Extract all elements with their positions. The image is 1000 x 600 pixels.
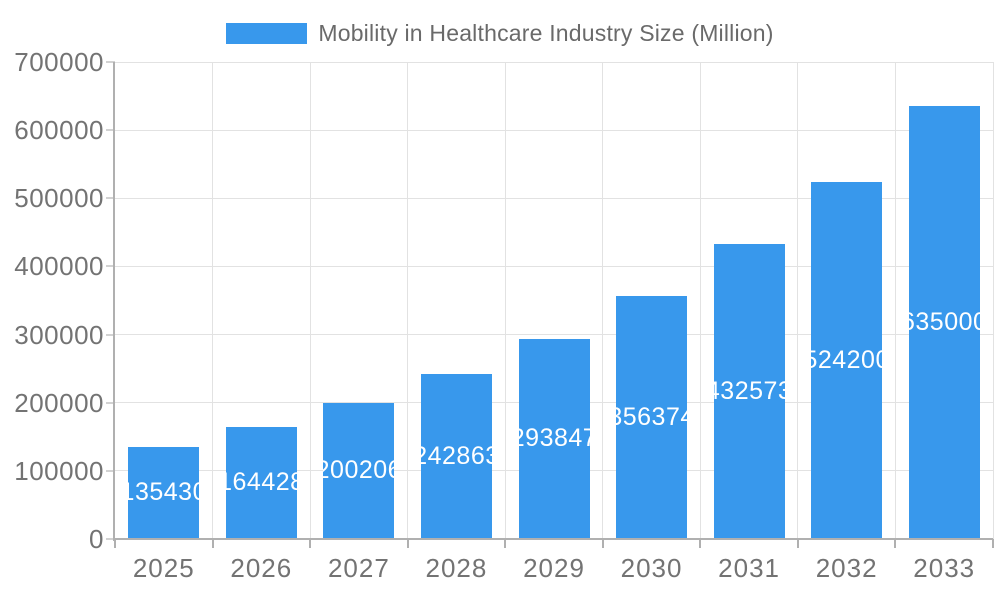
- x-gridline: [504, 62, 506, 539]
- bar[interactable]: 356374: [616, 296, 688, 539]
- x-axis-tick: [699, 539, 702, 548]
- y-axis-tick: [106, 333, 115, 336]
- y-axis-line: [113, 62, 115, 541]
- bar[interactable]: 635000: [908, 106, 980, 539]
- x-gridline: [699, 62, 701, 539]
- x-axis-label: 2029: [523, 553, 585, 583]
- bar-value-label: 293847: [519, 424, 590, 453]
- x-axis-tick: [114, 539, 116, 548]
- x-axis-tick: [894, 539, 897, 548]
- y-axis-tick: [106, 265, 115, 268]
- x-gridline: [212, 62, 214, 539]
- x-gridline: [602, 62, 604, 539]
- bar-value-label: 135430: [128, 478, 199, 507]
- x-axis-label: 2028: [425, 553, 488, 583]
- x-axis-label: 2030: [620, 553, 683, 583]
- y-axis-label: 300000: [14, 319, 104, 350]
- legend-item[interactable]: Mobility in Healthcare Industry Size (Mi…: [226, 20, 773, 47]
- bar-value-label: 635000: [909, 308, 980, 337]
- y-axis-label: 500000: [14, 183, 104, 214]
- x-axis-label: 2025: [132, 553, 195, 583]
- bar-value-label: 164428: [226, 468, 297, 497]
- y-gridline: [115, 129, 993, 131]
- bar-value-label: 524200: [811, 345, 882, 374]
- y-gridline: [115, 61, 993, 63]
- x-gridline: [894, 62, 896, 539]
- bar[interactable]: 164428: [225, 426, 297, 539]
- y-gridline: [115, 197, 993, 199]
- y-axis-label: 0: [89, 524, 104, 554]
- x-gridline: [992, 62, 994, 539]
- legend-swatch: [226, 23, 308, 44]
- bar[interactable]: 135430: [128, 446, 200, 539]
- bar[interactable]: 293847: [518, 338, 590, 539]
- bar[interactable]: 524200: [811, 181, 883, 539]
- x-axis-label: 2027: [327, 553, 390, 583]
- x-axis-tick: [211, 539, 214, 548]
- x-axis-tick: [992, 539, 994, 548]
- y-axis-label: 700000: [14, 47, 104, 77]
- bar-value-label: 242863: [421, 441, 492, 470]
- x-axis-tick: [796, 539, 799, 548]
- bar-value-label: 432573: [714, 377, 785, 406]
- bar[interactable]: 432573: [713, 244, 785, 539]
- y-axis-label: 600000: [14, 115, 104, 146]
- legend: Mobility in Healthcare Industry Size (Mi…: [0, 20, 1000, 47]
- y-axis-tick: [106, 401, 115, 404]
- y-gridline: [115, 334, 993, 336]
- bar-value-label: 200206: [323, 456, 394, 485]
- legend-label: Mobility in Healthcare Industry Size (Mi…: [318, 20, 774, 46]
- x-gridline: [797, 62, 799, 539]
- y-axis-label: 400000: [14, 251, 104, 282]
- y-axis-label: 200000: [14, 387, 104, 418]
- x-axis-label: 2026: [230, 553, 293, 583]
- x-gridline: [309, 62, 311, 539]
- x-axis-label: 2032: [815, 553, 878, 583]
- y-gridline: [115, 265, 993, 267]
- y-axis-tick: [106, 197, 115, 200]
- bar[interactable]: 200206: [323, 402, 395, 539]
- bar[interactable]: 242863: [420, 373, 492, 539]
- y-axis-tick: [106, 469, 115, 472]
- x-axis-tick: [309, 539, 312, 548]
- y-axis-label: 100000: [14, 455, 104, 486]
- x-axis-tick: [601, 539, 604, 548]
- bar-value-label: 356374: [616, 403, 687, 432]
- x-axis-label: 2033: [913, 553, 976, 583]
- x-axis-label: 2031: [718, 553, 781, 583]
- x-gridline: [407, 62, 409, 539]
- y-axis-tick: [106, 129, 115, 132]
- x-axis-baseline: [113, 538, 993, 540]
- x-axis-tick: [406, 539, 409, 548]
- x-axis-tick: [504, 539, 507, 548]
- y-axis-tick: [106, 538, 115, 540]
- y-axis-tick: [106, 61, 115, 63]
